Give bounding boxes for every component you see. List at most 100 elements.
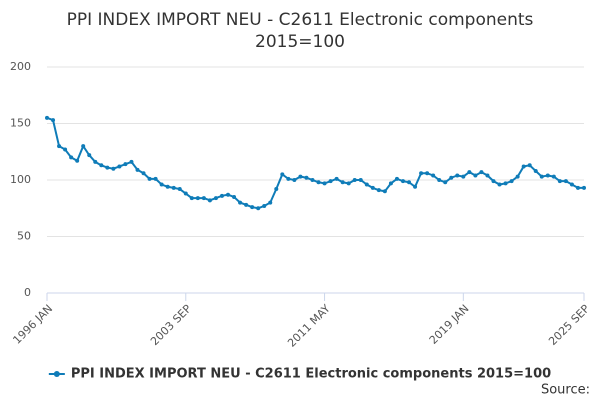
data-point [87,153,92,158]
data-point [45,115,49,120]
data-point [563,179,568,184]
data-point [316,180,321,185]
data-point [473,173,478,178]
data-point [551,174,556,179]
data-point [147,176,152,181]
legend-marker [53,371,60,377]
data-point [491,179,496,184]
data-point [461,174,466,179]
data-point [503,181,508,186]
data-point [394,176,399,181]
data-point [51,118,56,123]
data-point [431,173,436,178]
data-point [437,178,442,182]
data-point [569,182,574,187]
data-point [515,174,520,179]
data-point [310,178,315,182]
data-point [443,180,448,185]
x-tick-label: 2011 MAY [285,302,333,350]
series-line [46,116,584,210]
data-point [213,196,218,201]
data-point [274,187,279,192]
data-point [268,200,273,205]
data-point [280,172,285,177]
legend-label: PPI INDEX IMPORT NEU - C2611 Electronic … [71,367,551,382]
data-point [425,171,430,176]
data-point [232,194,237,199]
data-point [449,175,454,180]
data-point [75,158,80,163]
data-point [238,200,243,205]
data-point [81,144,86,149]
data-point [346,181,351,186]
data-point [485,173,490,178]
data-point [135,167,140,172]
data-point [413,184,418,189]
data-point [497,182,502,187]
data-point [201,196,206,201]
x-tick-label: 1996 JAN [10,302,55,347]
data-point [419,171,424,176]
source: Source: [541,383,590,398]
data-point [304,175,309,180]
data-point [467,170,472,175]
data-point [364,182,369,187]
data-point [388,181,393,186]
data-point [358,178,363,182]
data-point [328,179,333,184]
data-point [334,176,339,181]
data-point [129,159,134,164]
y-tick-label: 0 [24,286,31,299]
data-point [141,171,146,176]
chart-title: PPI INDEX IMPORT NEU - C2611 Electronic … [67,10,534,30]
data-point [455,173,460,178]
data-point [376,188,381,193]
y-tick-label: 100 [10,173,31,186]
data-point [244,202,249,207]
data-point [286,176,291,181]
data-point [153,176,158,181]
data-point [322,181,327,186]
data-point [207,198,212,203]
y-tick-label: 200 [10,60,31,73]
x-tick-label: 2025 SEP [546,302,592,348]
x-tick-label: 2019 JAN [427,302,472,347]
data-point [105,165,110,170]
data-point [189,196,194,201]
data-point [340,180,345,185]
data-point [352,178,357,182]
data-point [219,193,224,198]
data-point [256,206,261,211]
data-point [292,178,297,182]
data-point [93,159,98,164]
data-point [69,155,74,160]
data-point [370,185,375,190]
data-point [298,174,303,179]
data-point [533,168,538,173]
data-point [111,166,116,171]
data-point [195,196,200,201]
chart-subtitle: 2015=100 [255,32,345,52]
data-point [545,173,550,178]
data-point [407,180,412,185]
data-point [165,184,170,189]
x-tick-label: 2003 SEP [148,302,194,348]
data-point [63,147,68,152]
data-point [527,163,532,168]
data-point [521,164,526,169]
data-point [99,163,104,168]
data-point [177,187,182,192]
data-point [159,182,164,187]
data-point [382,189,387,194]
data-point [57,144,62,149]
data-point [582,185,586,190]
data-point [575,185,580,190]
data-point [509,179,514,184]
data-point [479,170,484,175]
data-point [123,162,128,167]
data-point [250,205,255,210]
data-point [262,203,267,208]
data-point [171,185,176,190]
y-tick-label: 150 [10,117,31,130]
